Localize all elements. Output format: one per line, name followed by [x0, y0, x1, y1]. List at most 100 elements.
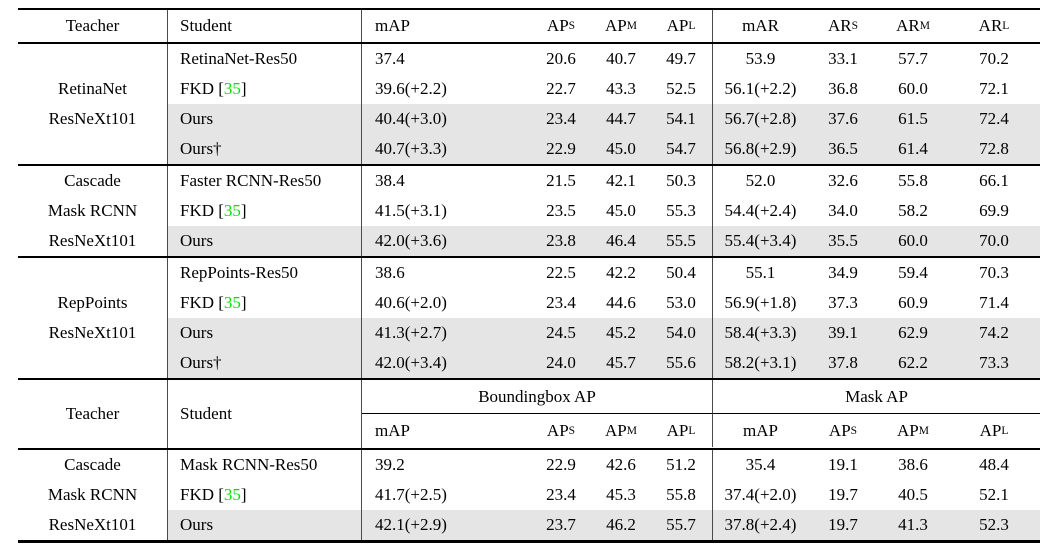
metric-value: 55.3 [650, 196, 713, 226]
metric-value: 73.3 [979, 353, 1009, 372]
metric-value: 40.4(+3.0) [375, 109, 447, 128]
metric-value: 61.4 [898, 139, 928, 158]
metric-value: 54.4(+2.4) [724, 201, 797, 220]
metric-value: 38.6 [898, 455, 928, 474]
metric-value: 56.9(+1.8) [724, 293, 797, 312]
header-rule [18, 42, 1040, 44]
metric-value: 62.9 [898, 323, 928, 342]
metric-value: 56.7(+2.8) [724, 109, 797, 128]
student-name: Ours [180, 515, 214, 534]
citation-number: 35 [223, 293, 241, 312]
metric-value: 23.5 [546, 201, 576, 220]
metric-value: 35.5 [828, 231, 858, 250]
student-cell: Ours [168, 226, 362, 256]
table-row: FKD [35] 41.5(+3.1) 23.5 45.0 55.3 54.4(+2.4)… [168, 196, 1040, 226]
metric-value: 49.7 [650, 44, 713, 74]
table-row: FKD [35] 41.7(+2.5) 23.4 45.3 55.8 37.4(+2.0)… [168, 480, 1040, 510]
metric-value: 37.8 [828, 353, 858, 372]
student-cell: Ours [168, 510, 362, 540]
metric-value: 55.7 [650, 510, 713, 540]
block-divider-rule [18, 164, 1040, 166]
metric-value: 45.0 [606, 139, 636, 158]
metric-name: AR [978, 16, 1003, 35]
student-cell: Faster RCNN-Res50 [168, 166, 362, 196]
metric-value: 54.7 [650, 134, 713, 164]
table-row: RepPoints-Res50 38.6 22.5 42.2 50.4 55.1 34.9 5… [168, 258, 1040, 288]
metric-value: 50.3 [650, 166, 713, 196]
col-header-APL: AP L [650, 414, 713, 447]
student-name: Ours† [180, 139, 222, 158]
metric-value: 19.1 [828, 455, 858, 474]
col-header-APM: AP M [605, 420, 637, 440]
citation-bracket: ] [240, 201, 247, 220]
teacher-line: RepPoints [57, 293, 128, 312]
metric-value: 51.2 [650, 450, 713, 480]
teacher-line: Mask RCNN [47, 201, 138, 220]
block-rows: RetinaNet-Res50 37.4 20.6 40.7 49.7 53.9 33.1 5… [168, 44, 1040, 164]
metric-value: 52.0 [745, 171, 776, 190]
metric-value: 34.0 [828, 201, 858, 220]
metric-value: 37.6 [828, 109, 858, 128]
metric-value: 41.3(+2.7) [375, 323, 447, 342]
metric-value: 21.5 [546, 171, 576, 190]
metric-value: 54.1 [650, 104, 713, 134]
table-row-highlighted: Ours 42.0(+3.6) 23.8 46.4 55.5 55.4(+3.4) 35.5… [168, 226, 1040, 256]
metric-value: 61.5 [898, 109, 928, 128]
student-name: Ours [180, 231, 214, 250]
metric-row: mAP AP S AP M AP L mAP AP S AP M AP L [362, 414, 1040, 447]
student-cell: RepPoints-Res50 [168, 258, 362, 288]
metric-value: 69.9 [979, 201, 1009, 220]
top-rule [18, 8, 1040, 10]
col-header-APS: AP S [546, 420, 576, 440]
metric-value: 50.4 [650, 258, 713, 288]
metric-name: mAP [375, 420, 410, 440]
metric-value: 72.8 [979, 139, 1009, 158]
metric-value: 58.4(+3.3) [724, 323, 797, 342]
col-header-APS-mask: AP S [828, 420, 858, 440]
teacher-line: Cascade [64, 171, 121, 190]
metric-value: 58.2(+3.1) [724, 353, 797, 372]
teacher-cell: Cascade Mask RCNN ResNeXt101 [18, 166, 168, 256]
student-cell: FKD [35] [168, 196, 362, 226]
col-header-ARM: AR M [896, 16, 930, 35]
metric-value: 39.6(+2.2) [375, 79, 447, 98]
metric-value: 45.7 [606, 353, 636, 372]
metric-value: 19.7 [828, 515, 858, 534]
metric-name: AP [979, 420, 1002, 440]
metric-name: mAP [375, 16, 410, 35]
metric-value: 22.5 [546, 263, 576, 282]
metric-value: 45.2 [606, 323, 636, 342]
metric-value: 42.6 [606, 455, 636, 474]
block-divider-rule [18, 256, 1040, 258]
metric-value: 59.4 [898, 263, 928, 282]
citation-bracket: ] [240, 485, 247, 504]
col-header-mAP: mAP [362, 10, 530, 42]
metric-value: 44.7 [606, 109, 636, 128]
student-name: Ours [180, 109, 214, 128]
student-name: FKD [ [180, 485, 224, 504]
metric-value: 70.0 [979, 231, 1009, 250]
metric-value: 41.5(+3.1) [375, 201, 447, 220]
metric-group-headers: Boundingbox AP Mask AP mAP AP S AP M AP L m… [362, 380, 1040, 448]
metric-value: 23.4 [546, 293, 576, 312]
metric-value: 23.7 [546, 515, 576, 534]
teacher-line: RetinaNet [58, 79, 127, 98]
metric-value: 42.0(+3.6) [375, 231, 447, 250]
metric-value: 38.6 [375, 263, 405, 282]
block-retinanet: RetinaNet ResNeXt101 RetinaNet-Res50 37.4… [18, 44, 1040, 164]
metric-value: 32.6 [828, 171, 858, 190]
table-row-highlighted: Ours 41.3(+2.7) 24.5 45.2 54.0 58.4(+3.3) 39.1… [168, 318, 1040, 348]
col-header-mAR: mAR [713, 10, 808, 42]
metric-value: 41.7(+2.5) [375, 485, 447, 504]
metric-value: 60.0 [898, 79, 928, 98]
student-name: Faster RCNN-Res50 [180, 171, 322, 190]
group-header-mask-ap: Mask AP [713, 380, 1040, 414]
metric-value: 24.0 [546, 353, 576, 372]
metric-value: 54.0 [650, 318, 713, 348]
table-row-highlighted: Ours† 40.7(+3.3) 22.9 45.0 54.7 56.8(+2.9) 36.… [168, 134, 1040, 164]
metric-value: 46.2 [606, 515, 636, 534]
col-header-mAP: mAP [362, 414, 530, 447]
metric-name: AP [828, 420, 851, 440]
metric-value: 45.3 [606, 485, 636, 504]
col-header-APL-mask: AP L [979, 420, 1009, 440]
